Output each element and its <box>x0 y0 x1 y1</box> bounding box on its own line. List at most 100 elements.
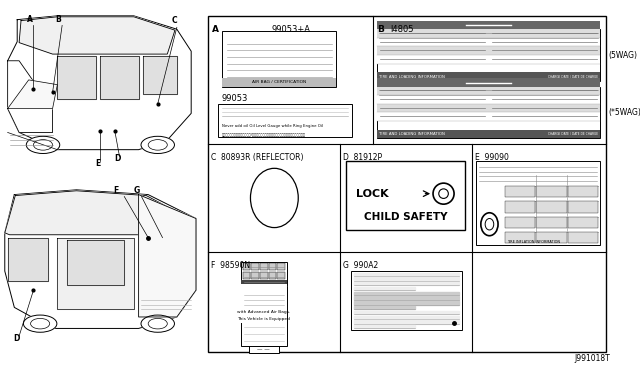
Polygon shape <box>19 17 175 54</box>
Polygon shape <box>100 56 139 99</box>
Bar <box>377 129 600 138</box>
Bar <box>269 272 276 279</box>
Polygon shape <box>354 273 459 276</box>
Text: E: E <box>95 159 101 168</box>
Text: Cautions/Avertissements: Cautions/Avertissements <box>239 284 288 288</box>
Bar <box>536 186 566 198</box>
Bar <box>351 271 461 330</box>
Polygon shape <box>139 195 196 317</box>
Polygon shape <box>8 238 48 280</box>
Text: C  80893R (REFLECTOR): C 80893R (REFLECTOR) <box>211 153 304 161</box>
Bar <box>568 217 598 228</box>
Polygon shape <box>354 311 459 314</box>
Polygon shape <box>143 56 177 94</box>
Text: F: F <box>113 186 118 195</box>
Text: G: G <box>134 186 140 195</box>
Bar <box>377 46 600 55</box>
Text: with Advanced Air Bags.: with Advanced Air Bags. <box>237 310 291 314</box>
Bar <box>277 263 285 270</box>
Bar <box>252 263 259 270</box>
Text: J991018T: J991018T <box>574 353 610 363</box>
Text: TIRE AND LOADING INFORMATION: TIRE AND LOADING INFORMATION <box>378 74 444 78</box>
Text: C: C <box>172 16 178 26</box>
Polygon shape <box>8 80 58 109</box>
Polygon shape <box>354 315 459 319</box>
Bar <box>377 87 600 95</box>
Text: Never add oil Oil Level Gauge while Ring Engine Oil: Never add oil Oil Level Gauge while Ring… <box>222 124 323 128</box>
Polygon shape <box>58 238 134 309</box>
Text: CHARGE DATE / DATE DE CHARGE: CHARGE DATE / DATE DE CHARGE <box>548 132 598 136</box>
Polygon shape <box>354 325 415 328</box>
Bar <box>377 78 600 87</box>
Text: CHARGE DATE / DATE DE CHARGE: CHARGE DATE / DATE DE CHARGE <box>548 74 598 78</box>
Bar <box>377 29 600 81</box>
Bar <box>377 38 600 46</box>
Bar <box>505 232 536 243</box>
Bar <box>218 104 352 137</box>
Polygon shape <box>354 282 459 285</box>
Bar <box>505 186 536 198</box>
Ellipse shape <box>26 136 60 154</box>
Bar <box>209 16 606 352</box>
Ellipse shape <box>24 315 57 332</box>
Bar <box>377 29 600 38</box>
Text: F  98590N: F 98590N <box>211 260 250 270</box>
Bar <box>377 95 600 104</box>
Bar <box>536 232 566 243</box>
Bar <box>252 272 259 279</box>
Bar <box>536 217 566 228</box>
Polygon shape <box>354 301 459 305</box>
Text: A: A <box>212 25 220 34</box>
Polygon shape <box>354 320 459 324</box>
Bar <box>243 263 250 270</box>
Bar <box>568 186 598 198</box>
Polygon shape <box>58 56 95 99</box>
Bar <box>248 346 279 353</box>
Bar <box>536 201 566 213</box>
Text: G  990A2: G 990A2 <box>343 260 378 270</box>
Bar <box>505 217 536 228</box>
Text: TIRE AND LOADING INFORMATION: TIRE AND LOADING INFORMATION <box>378 132 444 136</box>
Polygon shape <box>4 190 196 328</box>
Bar <box>277 272 285 279</box>
Bar <box>346 161 465 230</box>
Polygon shape <box>8 61 52 132</box>
Polygon shape <box>67 240 124 285</box>
Polygon shape <box>354 306 415 309</box>
Text: B: B <box>377 25 383 34</box>
Polygon shape <box>354 292 459 295</box>
Bar <box>260 263 268 270</box>
Bar <box>377 55 600 64</box>
Text: TIRE INFLATION INFORMATION: TIRE INFLATION INFORMATION <box>507 240 559 244</box>
Bar <box>505 201 536 213</box>
Bar <box>377 112 600 121</box>
Text: エンジンオイルを補充のときは/イル・レベルゲージの指定部分まで補充してください。: エンジンオイルを補充のときは/イル・レベルゲージの指定部分まで補充してください。 <box>222 132 306 137</box>
Text: E  99090: E 99090 <box>475 153 509 161</box>
Text: AIR BAG / CERTIFICATION: AIR BAG / CERTIFICATION <box>252 80 307 84</box>
Ellipse shape <box>141 315 175 332</box>
Bar <box>241 262 287 346</box>
Text: B: B <box>56 15 61 23</box>
Text: l4805: l4805 <box>390 25 413 34</box>
Bar <box>377 87 600 138</box>
Bar <box>243 272 250 279</box>
Text: CHILD SAFETY: CHILD SAFETY <box>364 212 447 222</box>
Polygon shape <box>8 16 191 150</box>
Text: (*5WAG): (*5WAG) <box>608 108 640 117</box>
Bar <box>222 31 337 87</box>
Bar <box>377 20 600 29</box>
Polygon shape <box>4 191 191 235</box>
Ellipse shape <box>141 136 175 154</box>
Text: — —: — — <box>257 347 270 352</box>
Text: 99053: 99053 <box>222 94 248 103</box>
Text: LOCK: LOCK <box>356 189 388 199</box>
Bar <box>241 285 287 323</box>
Bar <box>568 201 598 213</box>
Bar <box>377 72 600 81</box>
Polygon shape <box>354 287 415 290</box>
Bar <box>269 263 276 270</box>
Polygon shape <box>354 277 459 280</box>
Bar <box>222 78 337 87</box>
Text: A: A <box>27 15 33 23</box>
Text: 99053+A: 99053+A <box>271 25 310 34</box>
